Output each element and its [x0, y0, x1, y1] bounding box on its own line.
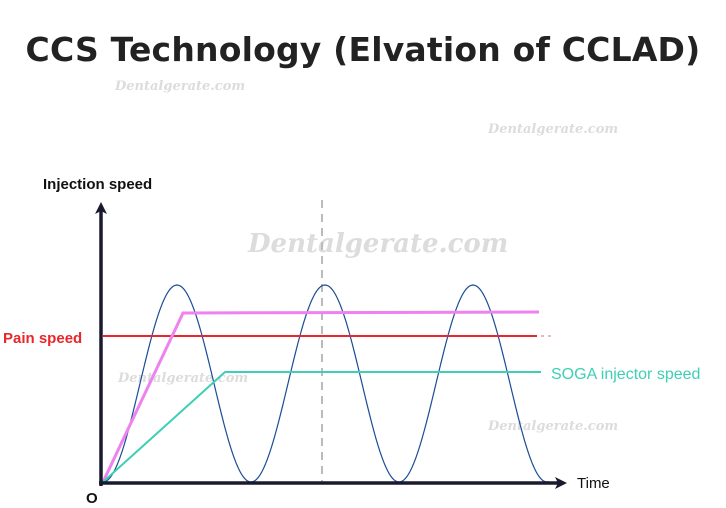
pain-speed-label: Pain speed — [3, 330, 82, 347]
page-title: CCS Technology (Elvation of CCLAD) — [25, 30, 701, 69]
oscillation-wave — [102, 284, 550, 483]
watermark: Dentalgerate.com — [117, 371, 248, 386]
watermark: Dentalgerate.com — [114, 79, 245, 94]
soga-speed-label: SOGA injector speed — [551, 366, 700, 383]
watermark: Dentalgerate.com — [247, 229, 508, 259]
soga-speed-line — [102, 371, 541, 483]
pressure-limit-line — [101, 310, 540, 483]
watermark: Dentalgerate.com — [487, 419, 618, 434]
origin-label: O — [86, 490, 98, 507]
x-axis-label: Time — [577, 475, 610, 492]
y-axis-label: Injection speed — [43, 176, 152, 193]
watermark: Dentalgerate.com — [487, 122, 618, 137]
